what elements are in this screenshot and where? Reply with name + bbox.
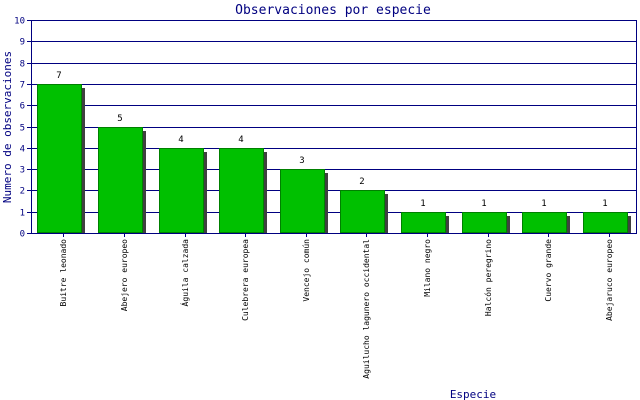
y-tick-label: 4 bbox=[20, 145, 25, 155]
x-tick-label: Abejaruco europeo bbox=[605, 239, 614, 321]
bar-value-label: 3 bbox=[299, 156, 304, 166]
x-tick-label: Halcón peregrino bbox=[483, 239, 493, 316]
y-tick-label: 9 bbox=[20, 38, 25, 48]
bar bbox=[280, 169, 325, 233]
y-tick-label: 8 bbox=[20, 60, 25, 70]
y-tick-label: 5 bbox=[20, 124, 25, 134]
bar bbox=[340, 190, 385, 233]
bars bbox=[37, 84, 631, 233]
bar-value-label: 1 bbox=[602, 199, 607, 209]
y-tick-label: 6 bbox=[20, 102, 25, 112]
y-axis-ticks: 0 1 2 3 4 5 6 7 8 9 10 bbox=[14, 17, 31, 240]
bar bbox=[98, 127, 143, 233]
chart-title: Observaciones por especie bbox=[235, 3, 431, 18]
x-tick-label: Buitre leonado bbox=[59, 239, 68, 307]
axes bbox=[31, 20, 637, 234]
bar-value-label: 2 bbox=[359, 177, 364, 187]
bar-value-label: 4 bbox=[238, 135, 243, 145]
x-tick-label: Culebrera europea bbox=[241, 239, 250, 321]
x-axis-ticks: Buitre leonado Abejero europeo Águila calz… bbox=[59, 233, 614, 379]
bar-value-label: 7 bbox=[56, 71, 61, 81]
bar bbox=[37, 84, 82, 233]
x-tick-label: Águila calzada bbox=[179, 239, 190, 307]
y-tick-label: 2 bbox=[20, 187, 25, 197]
x-tick-label: Aguilucho lagunero occidental bbox=[362, 239, 371, 379]
y-axis-label: Numero de observaciones bbox=[1, 51, 14, 203]
y-tick-label: 3 bbox=[20, 166, 25, 176]
bar bbox=[159, 148, 204, 233]
plot-frame bbox=[31, 20, 637, 234]
bar-value-label: 1 bbox=[420, 199, 425, 209]
x-tick-label: Milano negro bbox=[423, 239, 432, 297]
bar bbox=[219, 148, 264, 233]
bar bbox=[462, 212, 507, 233]
y-tick-label: 1 bbox=[20, 209, 25, 219]
bar bbox=[522, 212, 567, 233]
y-tick-label: 7 bbox=[20, 81, 25, 91]
bar-value-label: 5 bbox=[117, 114, 122, 124]
bar bbox=[583, 212, 628, 233]
bar-value-label: 1 bbox=[541, 199, 546, 209]
x-tick-label: Abejero europeo bbox=[120, 239, 129, 311]
bar bbox=[401, 212, 446, 233]
y-tick-label: 10 bbox=[14, 17, 25, 27]
y-tick-label: 0 bbox=[20, 230, 25, 240]
bar-value-label: 4 bbox=[178, 135, 183, 145]
value-labels: 7 5 4 4 3 2 1 1 1 1 bbox=[56, 71, 607, 209]
x-tick-label: Cuervo grande bbox=[544, 239, 553, 302]
x-tick-label: Vencejo común bbox=[302, 239, 311, 302]
bar-value-label: 1 bbox=[481, 199, 486, 209]
x-axis-label: Especie bbox=[450, 388, 496, 400]
